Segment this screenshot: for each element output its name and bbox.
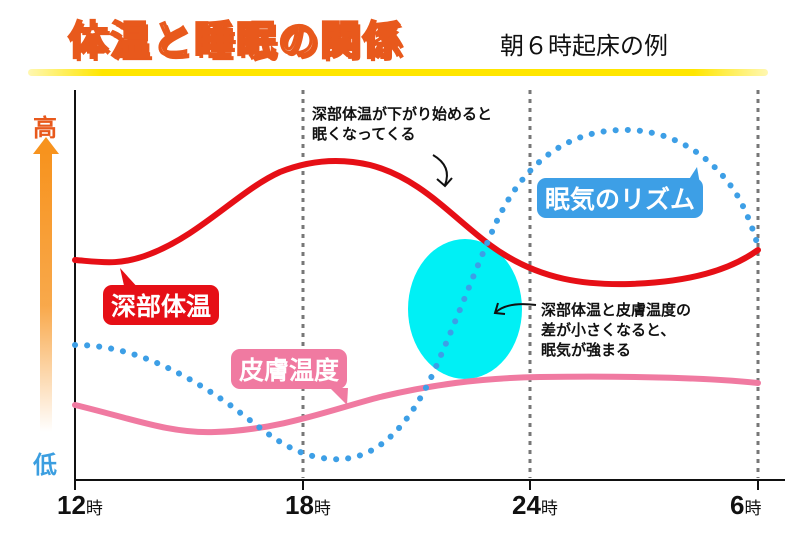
page-subtitle: 朝６時起床の例 bbox=[500, 32, 668, 60]
grid-lines bbox=[301, 90, 760, 478]
x-tick-24: 24時 bbox=[512, 490, 558, 521]
core-temp-label: 深部体温 bbox=[103, 285, 220, 325]
x-tick-unit: 時 bbox=[540, 499, 558, 518]
x-tick-unit: 時 bbox=[313, 499, 331, 518]
x-tick-num: 12 bbox=[57, 490, 86, 520]
x-tick-num: 24 bbox=[512, 490, 541, 520]
x-tick-unit: 時 bbox=[85, 499, 103, 518]
axes bbox=[74, 90, 785, 490]
title-underline bbox=[28, 69, 768, 76]
skin-temp-line bbox=[72, 373, 761, 436]
annotation-right: 深部体温と皮膚温度の 差が小さくなると、 眠気が強まる bbox=[541, 301, 692, 359]
sleepiness-line bbox=[72, 126, 761, 463]
sleepiness-label: 眠気のリズム bbox=[537, 178, 704, 218]
top-annotation-arrow-icon bbox=[432, 154, 453, 188]
core-temp-line bbox=[72, 157, 761, 288]
y-label-high: 高 bbox=[33, 114, 57, 142]
x-tick-num: 18 bbox=[285, 490, 314, 520]
skin-temp-tag-pointer bbox=[330, 388, 348, 405]
x-tick-num: 6 bbox=[730, 490, 745, 520]
x-tick-unit: 時 bbox=[744, 499, 762, 518]
highlight-ellipse bbox=[408, 239, 522, 379]
x-tick-6: 6時 bbox=[730, 490, 761, 521]
annotation-top: 深部体温が下がり始めると 眠くなってくる bbox=[312, 105, 493, 143]
core-temp-tag-pointer bbox=[120, 268, 140, 290]
skin-temp-label: 皮膚温度 bbox=[231, 349, 348, 389]
y-axis-arrow bbox=[33, 137, 59, 432]
y-label-low: 低 bbox=[33, 451, 57, 479]
page-title: 体温と睡眠の関係 bbox=[67, 17, 404, 65]
x-tick-18: 18時 bbox=[285, 490, 331, 521]
x-tick-12: 12時 bbox=[57, 490, 103, 521]
right-annotation-arrow-icon bbox=[493, 302, 537, 315]
